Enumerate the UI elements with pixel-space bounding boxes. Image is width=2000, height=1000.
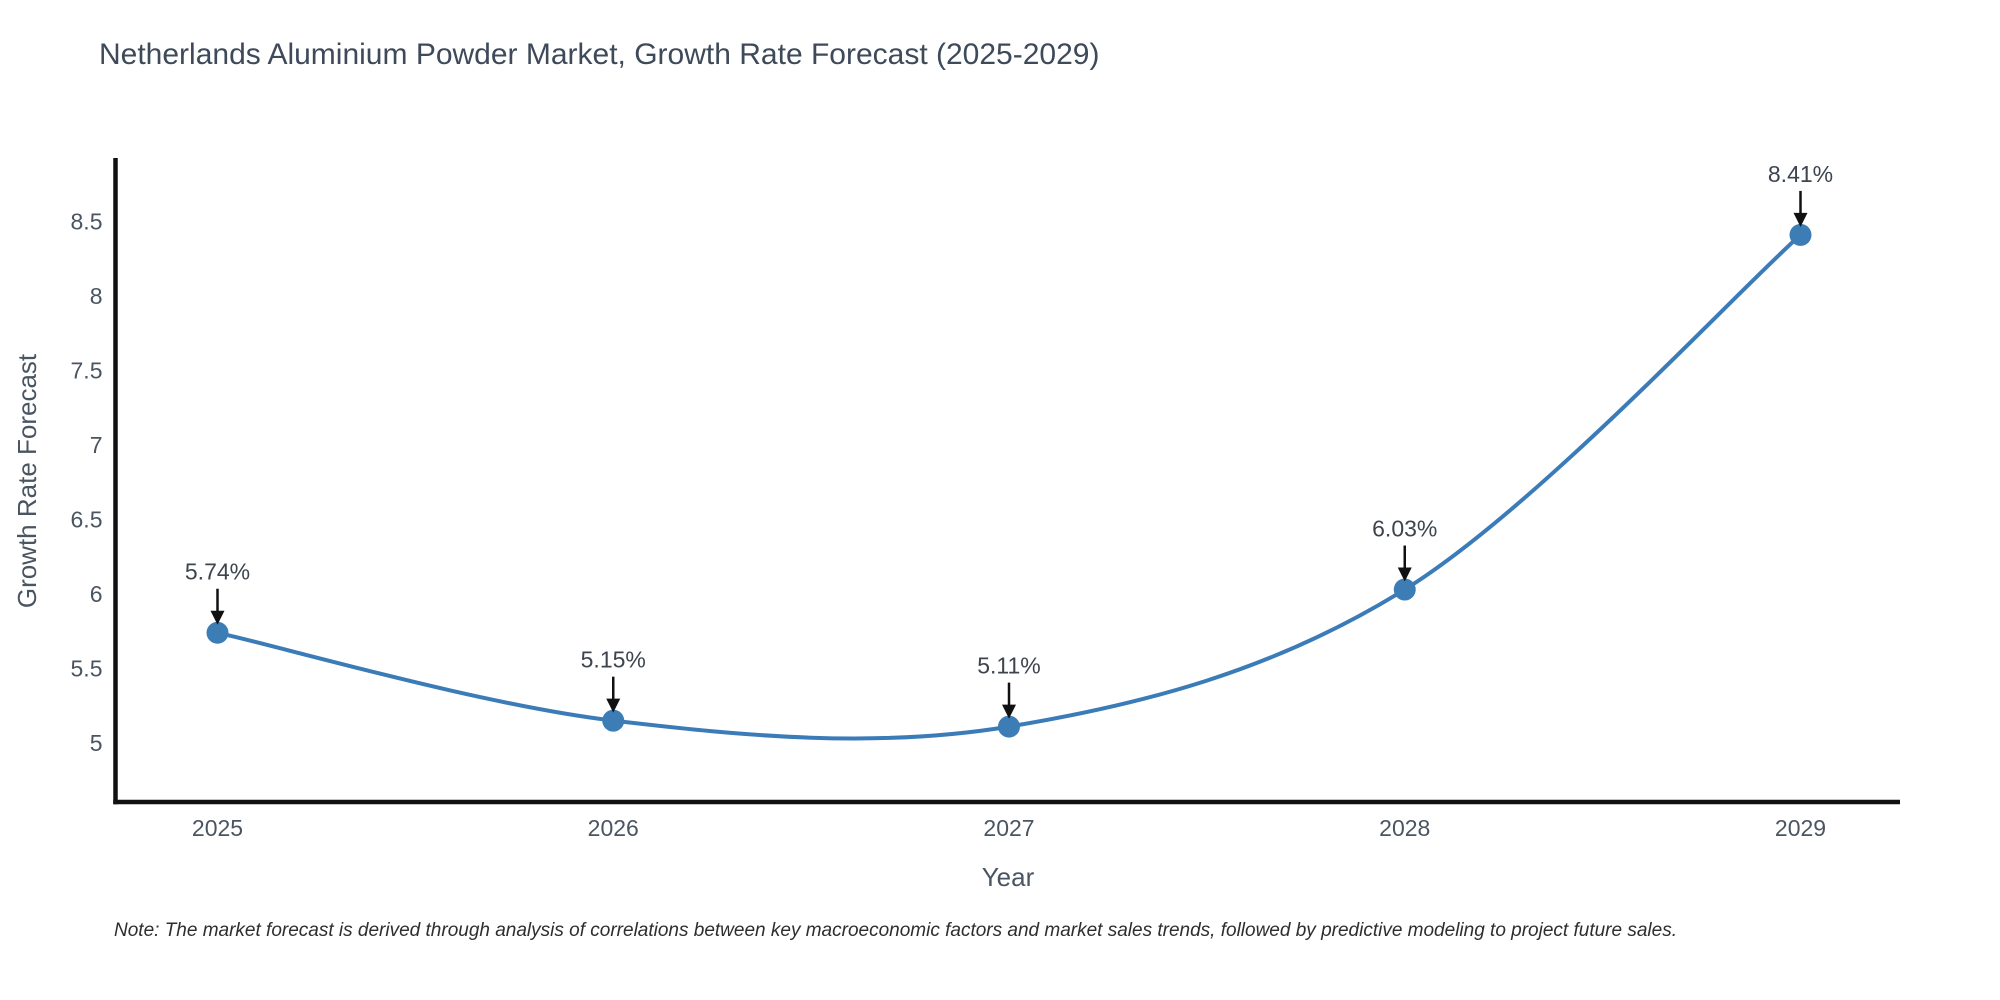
annotation-arrowhead: [210, 610, 225, 625]
x-tick-label: 2029: [1775, 815, 1826, 841]
x-tick-label: 2028: [1379, 815, 1430, 841]
annotation-arrowhead: [1002, 704, 1016, 719]
y-tick-label: 5.5: [71, 656, 103, 682]
data-point-marker: [602, 709, 625, 732]
data-point-marker: [1393, 578, 1416, 601]
y-tick-label: 6.5: [71, 507, 103, 533]
chart-title: Netherlands Aluminium Powder Market, Gro…: [99, 38, 1100, 71]
annotation-label: 8.41%: [1768, 161, 1833, 187]
x-tick-label: 2026: [588, 815, 639, 841]
annotation-label: 6.03%: [1372, 516, 1437, 542]
y-axis-title: Growth Rate Forecast: [12, 353, 42, 608]
y-tick-label: 8: [90, 283, 103, 309]
annotation-arrowhead: [1793, 212, 1808, 227]
annotation-label: 5.11%: [977, 653, 1041, 679]
annotation-label: 5.15%: [581, 647, 646, 673]
y-tick-label: 7.5: [71, 358, 103, 384]
x-tick-label: 2027: [983, 815, 1034, 841]
series-line: [217, 233, 1802, 741]
annotation-arrowhead: [1397, 567, 1412, 582]
annotation-label: 5.74%: [185, 559, 250, 585]
annotation-arrowhead: [606, 698, 621, 713]
data-point-marker: [206, 621, 229, 644]
y-tick-label: 7: [90, 432, 103, 458]
y-tick-label: 5: [90, 730, 103, 756]
data-point-marker: [998, 715, 1020, 738]
data-point-marker: [1789, 223, 1812, 246]
x-tick-label: 2025: [192, 815, 243, 841]
y-tick-label: 8.5: [71, 209, 103, 235]
x-axis-title: Year: [982, 862, 1035, 892]
footnote: Note: The market forecast is derived thr…: [114, 920, 1677, 941]
y-tick-label: 6: [90, 581, 103, 607]
